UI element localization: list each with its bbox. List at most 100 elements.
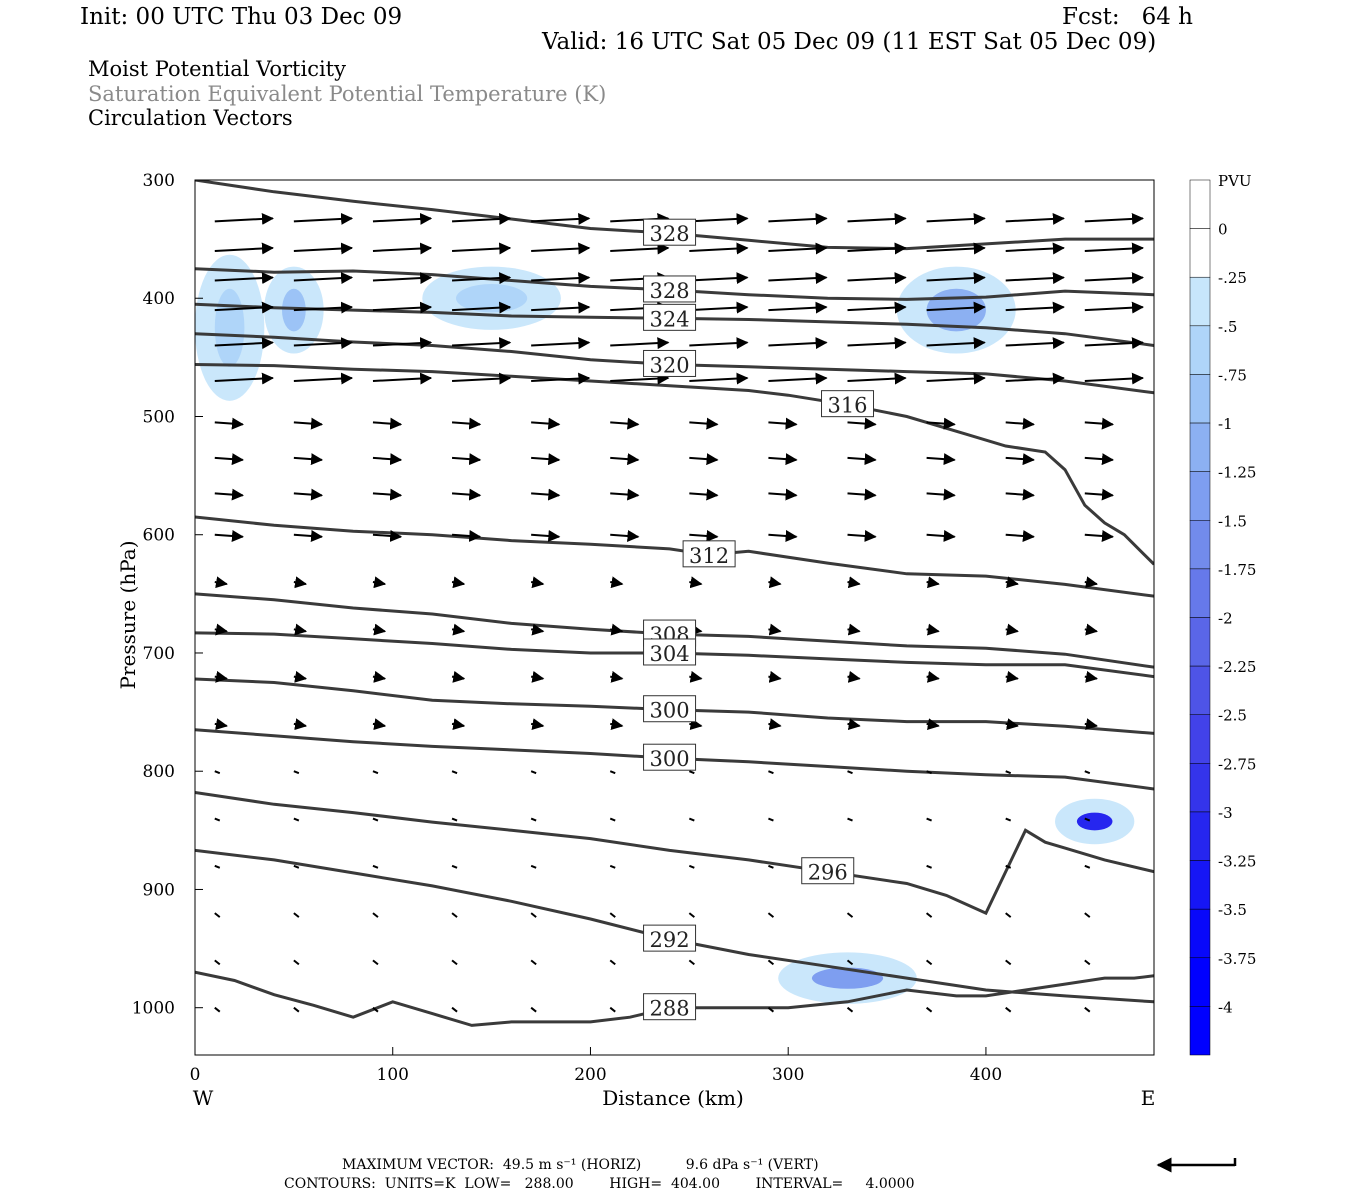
vector	[214, 1006, 221, 1013]
vector	[846, 1006, 854, 1013]
vector	[926, 212, 986, 225]
vector	[531, 212, 591, 225]
vector	[293, 1006, 300, 1013]
vector	[372, 817, 379, 822]
vector	[768, 770, 774, 775]
vector	[530, 959, 537, 966]
vector	[451, 529, 482, 542]
vector	[768, 529, 798, 542]
vector	[926, 718, 940, 731]
vector	[1005, 272, 1065, 285]
vector	[1084, 718, 1098, 731]
vector	[768, 488, 798, 501]
vector	[768, 623, 782, 636]
vector	[926, 817, 932, 822]
contour-label-3: 320	[643, 349, 697, 377]
contour-312-5	[195, 515, 1154, 598]
vector	[372, 1006, 379, 1013]
colorbar-swatch	[1189, 617, 1211, 667]
y-tick-label: 400	[143, 289, 175, 309]
vector	[214, 417, 244, 430]
init-time: Init: 00 UTC Thu 03 Dec 09	[80, 4, 403, 30]
vector	[372, 272, 433, 285]
colorbar-swatch	[1189, 422, 1211, 472]
vector	[293, 242, 354, 255]
vector	[767, 1006, 775, 1013]
vector	[214, 670, 228, 683]
vector	[1005, 817, 1012, 822]
colorbar-level: -3.75	[1218, 950, 1256, 968]
vector	[609, 959, 616, 966]
vector	[372, 417, 403, 430]
contour-label-9: 300	[643, 743, 697, 771]
contour-label-box	[643, 924, 697, 952]
vector	[926, 417, 956, 430]
contour-296-10	[195, 791, 1154, 916]
vector	[689, 576, 703, 589]
colorbar-title: PVU	[1218, 172, 1252, 190]
vector	[925, 1006, 933, 1013]
vector	[451, 372, 512, 385]
vector	[372, 337, 433, 350]
colorbar-swatch	[1189, 1006, 1211, 1056]
vector	[530, 1006, 537, 1013]
vector	[293, 718, 308, 731]
vector	[293, 488, 324, 501]
colorbar-swatch	[1189, 179, 1211, 229]
colorbar-swatch	[1189, 714, 1211, 764]
contour-label-box	[643, 695, 697, 723]
vector	[214, 242, 274, 255]
vector	[451, 864, 458, 869]
vector	[688, 864, 695, 869]
vector	[847, 488, 877, 501]
vector	[847, 242, 907, 255]
vector	[214, 272, 274, 285]
vector	[689, 212, 749, 225]
vector	[926, 488, 956, 501]
y-tick-label: 800	[143, 762, 175, 782]
colorbar-swatch	[1189, 665, 1211, 715]
contour-label-text: 292	[650, 928, 690, 952]
y-axis-label: Pressure (hPa)	[116, 541, 140, 690]
contour-label-1: 328	[643, 275, 697, 303]
vector	[689, 301, 749, 314]
vector	[847, 718, 861, 731]
vector	[531, 301, 591, 314]
vector	[530, 770, 537, 775]
vector	[926, 242, 986, 255]
vector	[610, 623, 624, 636]
vector	[451, 272, 512, 285]
vector	[689, 670, 703, 683]
vector	[610, 242, 670, 255]
vector	[1005, 242, 1065, 255]
vector	[531, 453, 561, 466]
contour-label-11: 292	[643, 924, 697, 952]
vector	[688, 912, 695, 918]
contour-info: CONTOURS: UNITS=K LOW= 288.00 HIGH= 404.…	[284, 1176, 915, 1192]
x-axis-label: Distance (km)	[602, 1086, 744, 1110]
contour-label-7: 304	[643, 638, 697, 666]
vector	[214, 212, 274, 225]
vector	[372, 670, 387, 683]
vector	[531, 272, 591, 285]
vector	[372, 959, 379, 966]
vector	[846, 959, 854, 966]
vector	[293, 212, 354, 225]
vector	[530, 817, 537, 822]
vector	[293, 301, 354, 314]
vector	[372, 576, 387, 589]
colorbar-level: -4	[1218, 998, 1233, 1016]
vector	[1084, 372, 1144, 385]
x-tick-label: 400	[970, 1065, 1002, 1085]
vector	[926, 864, 932, 869]
vector	[925, 912, 933, 918]
vector	[926, 372, 986, 385]
vector	[689, 529, 719, 542]
pv-region-core-4	[1076, 812, 1113, 831]
vector	[530, 718, 545, 731]
vector	[610, 670, 624, 683]
colorbar: PVU 0 -.25 -.5 -.75 -1 -1.25 -1.5 -1.75 -2 -2.25 -2…	[1189, 172, 1256, 1056]
vector	[372, 718, 387, 731]
vector	[293, 417, 324, 430]
vector	[372, 212, 433, 225]
